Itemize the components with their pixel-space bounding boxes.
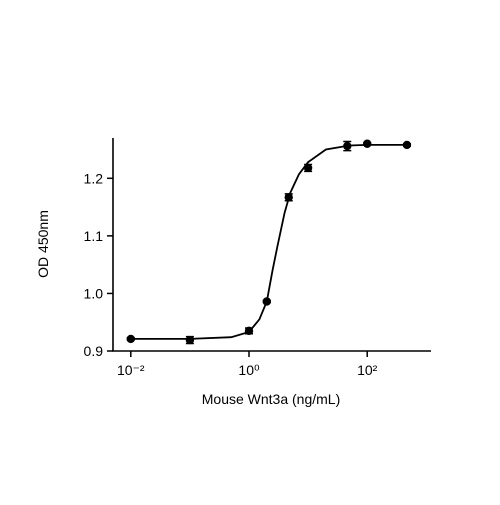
y-tick-label: 1.0 bbox=[84, 285, 104, 301]
data-point bbox=[262, 297, 271, 306]
y-tick-label: 0.9 bbox=[84, 343, 104, 359]
data-point bbox=[284, 193, 293, 202]
y-tick-label: 1.1 bbox=[84, 228, 104, 244]
data-point bbox=[126, 334, 135, 344]
y-axis-title: OD 450nm bbox=[35, 210, 51, 278]
data-point bbox=[303, 163, 313, 173]
fit-curve bbox=[130, 144, 409, 340]
x-axis-title: Mouse Wnt3a (ng/mL) bbox=[202, 391, 341, 407]
data-point bbox=[185, 335, 195, 345]
x-tick-label: 10⁰ bbox=[238, 362, 260, 378]
x-tick-label: 10² bbox=[357, 362, 378, 378]
data-point bbox=[363, 139, 372, 148]
data-point bbox=[343, 141, 352, 151]
y-tick-label: 1.2 bbox=[84, 170, 104, 186]
data-point bbox=[402, 140, 412, 150]
data-point bbox=[244, 326, 254, 336]
x-tick-label: 10⁻² bbox=[117, 362, 145, 378]
